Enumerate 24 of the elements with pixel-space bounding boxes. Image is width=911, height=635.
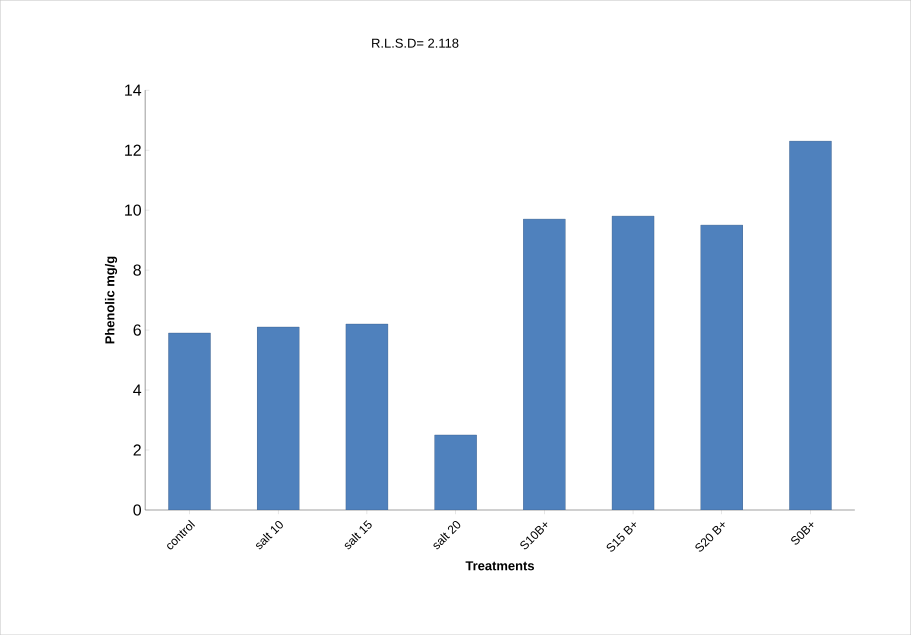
x-tick-label: salt 20 (433, 520, 460, 550)
y-tick-label: 4 (133, 384, 142, 396)
y-tick-label: 6 (134, 324, 141, 336)
x-tick-label: salt 15 (344, 520, 372, 550)
chart-title: R.L.S.D= 2.118 (372, 38, 458, 48)
x-tick-label: salt 10 (256, 520, 283, 550)
x-tick-label: S15 B+ (606, 522, 636, 552)
bar (346, 324, 388, 510)
bar (257, 326, 300, 510)
bar (434, 434, 477, 510)
y-tick-label: 10 (125, 204, 141, 216)
y-tick-label: 12 (125, 144, 141, 156)
bar (523, 218, 566, 510)
y-tick-label: 8 (133, 264, 141, 276)
y-axis-title: Phenolic mg/g (104, 256, 118, 344)
bar (168, 332, 211, 510)
bar (789, 140, 832, 510)
x-axis-title: Treatments (466, 561, 534, 570)
y-tick-label: 14 (125, 84, 142, 96)
y-tick-label: 0 (133, 504, 141, 516)
bar (612, 216, 654, 510)
y-tick-label: 2 (134, 444, 141, 456)
bar (700, 224, 743, 510)
x-tick-label: S20 B+ (695, 522, 725, 552)
